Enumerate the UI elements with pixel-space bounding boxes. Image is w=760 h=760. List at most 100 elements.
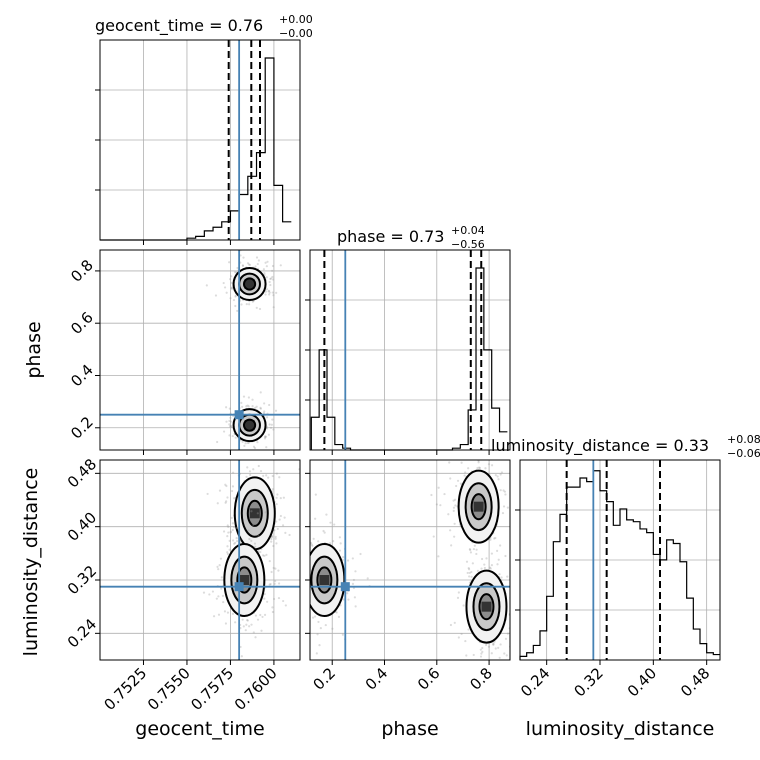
sample-point [459, 482, 463, 485]
sample-point [329, 521, 332, 524]
y-tick-label-luminosity_distance: 0.24 [64, 615, 100, 651]
sample-point [493, 537, 496, 540]
sample-point [500, 471, 504, 474]
sample-point [225, 291, 228, 294]
sample-point [255, 452, 257, 454]
y-tick-label-luminosity_distance: 0.40 [64, 508, 100, 544]
sample-point [274, 537, 277, 540]
sample-point [252, 468, 255, 471]
sample-point [307, 583, 309, 585]
sample-point [460, 632, 463, 636]
sample-point [247, 441, 250, 444]
sample-point [492, 643, 495, 646]
sample-point [225, 420, 228, 423]
sample-point [205, 284, 208, 287]
sample-point [241, 618, 244, 621]
sample-point [504, 637, 508, 640]
sample-point [247, 455, 249, 457]
sample-point [490, 652, 493, 655]
sample-point [220, 576, 223, 579]
sample-point [265, 276, 268, 279]
sample-point [306, 590, 308, 592]
sample-point [498, 656, 501, 659]
sample-point [231, 539, 235, 542]
sample-point [234, 304, 237, 308]
ylabel-luminosity-distance: luminosity_distance [20, 468, 42, 657]
sample-point [483, 563, 486, 566]
sample-point [481, 646, 484, 650]
sample-point [271, 291, 274, 294]
sample-point [500, 576, 503, 579]
sample-point [452, 509, 455, 512]
sample-point [248, 537, 251, 541]
sample-point [226, 524, 229, 527]
sample-point [271, 278, 275, 281]
sample-point [246, 441, 249, 445]
y-tick-label-phase: 0.2 [67, 413, 97, 443]
sample-point [222, 430, 226, 433]
x-tick-label-luminosity_distance: 0.32 [570, 664, 606, 700]
sample-point [346, 592, 349, 595]
sample-point [244, 442, 247, 445]
sample-point [517, 586, 519, 588]
contour [464, 482, 493, 532]
sample-point [338, 549, 342, 552]
sample-point [251, 405, 254, 408]
sample-point [244, 629, 247, 632]
sample-point [305, 565, 307, 567]
sample-point [257, 259, 260, 262]
x-tick-label-phase: 0.6 [414, 664, 444, 694]
sample-point [475, 552, 478, 556]
sample-point [272, 428, 275, 431]
truth-marker [234, 410, 244, 420]
sample-point [483, 566, 486, 570]
sample-point [271, 275, 274, 279]
sample-point [478, 466, 481, 469]
sample-point [289, 590, 291, 592]
sample-point [246, 619, 249, 622]
x-tick-label-phase: 0.8 [466, 664, 496, 694]
sample-point [290, 572, 292, 574]
scatter-panel-geocent_time-luminosity_distance [99, 452, 301, 661]
sample-point [202, 591, 206, 594]
histogram-geocent_time [100, 57, 292, 241]
sample-point [462, 604, 465, 607]
sample-point [460, 461, 463, 464]
contour [310, 543, 346, 617]
sample-point [231, 286, 234, 289]
sample-point [241, 440, 244, 443]
sample-point [480, 567, 483, 570]
sample-point [236, 266, 239, 270]
sample-point [259, 469, 263, 473]
sample-point [466, 571, 469, 575]
sample-point [499, 643, 502, 646]
contour [223, 543, 266, 617]
sample-point [515, 588, 517, 590]
contour [236, 566, 253, 594]
sample-point [254, 406, 257, 409]
sample-point [261, 615, 264, 619]
sample-point [302, 549, 304, 551]
sample-point [231, 522, 235, 525]
title-phase: phase = 0.73 +0.04 −0.56 [337, 224, 485, 251]
sample-point [268, 291, 271, 294]
sample-point [277, 569, 280, 572]
sample-point [468, 548, 471, 551]
sample-point [430, 493, 433, 497]
sample-point [331, 627, 334, 630]
sample-point [325, 513, 328, 516]
sample-point [283, 516, 286, 519]
density-peak [239, 575, 250, 585]
sample-point [242, 395, 246, 398]
sample-point [437, 486, 440, 489]
sample-point [282, 599, 285, 603]
sample-point [256, 618, 260, 621]
sample-point [270, 269, 274, 272]
sample-point [250, 623, 253, 626]
sample-point [263, 402, 266, 405]
sample-point [317, 620, 320, 624]
title-sub-geocent-time: −0.00 [279, 27, 313, 40]
sample-point [477, 461, 480, 464]
sample-point [521, 576, 523, 578]
sample-point [272, 566, 275, 570]
